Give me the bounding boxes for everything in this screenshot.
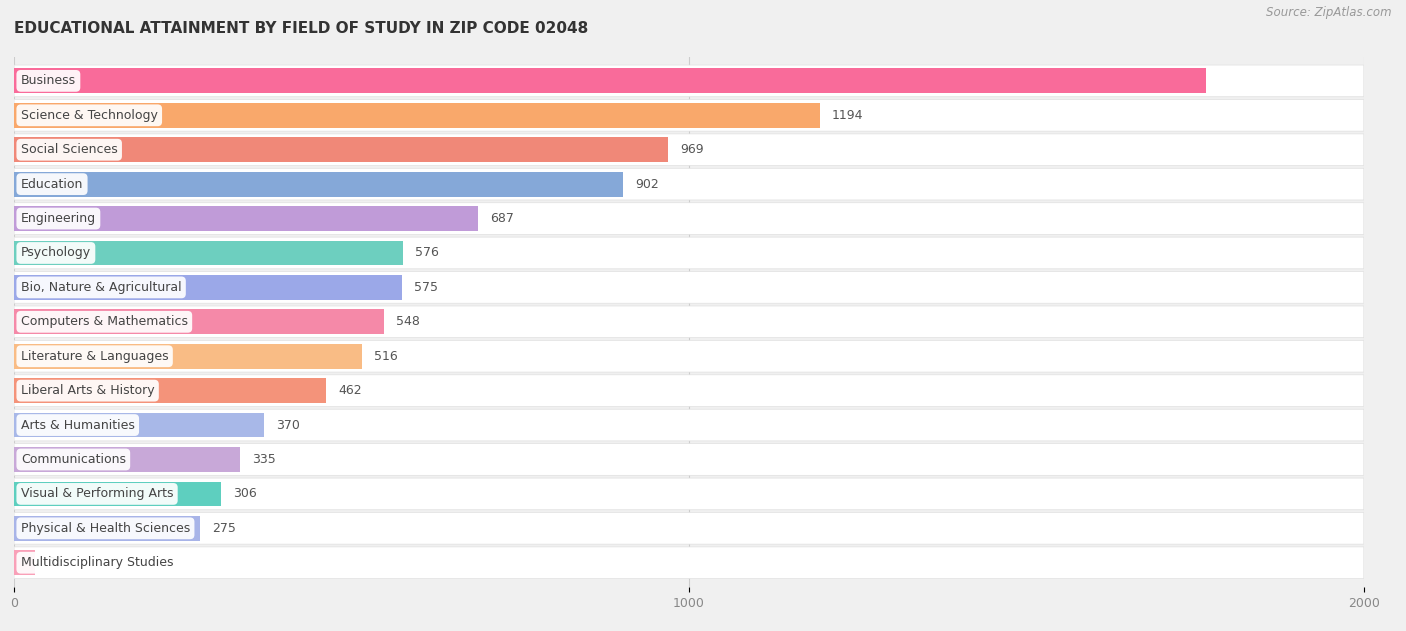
Bar [14,516,200,541]
Text: Liberal Arts & History: Liberal Arts & History [21,384,155,397]
Text: Communications: Communications [21,453,125,466]
Text: Business: Business [21,74,76,87]
Bar [14,240,402,266]
FancyBboxPatch shape [14,512,1364,544]
FancyBboxPatch shape [14,237,1364,269]
Bar [14,413,264,437]
Text: Visual & Performing Arts: Visual & Performing Arts [21,487,173,500]
Bar [14,275,402,300]
Bar [14,206,478,231]
Text: Arts & Humanities: Arts & Humanities [21,418,135,432]
Text: 548: 548 [396,316,420,328]
Text: 370: 370 [276,418,299,432]
Text: 969: 969 [681,143,704,156]
Text: 575: 575 [415,281,439,294]
Bar [14,309,384,334]
Text: Physical & Health Sciences: Physical & Health Sciences [21,522,190,535]
Text: 687: 687 [489,212,513,225]
Bar [14,344,363,369]
Text: 31: 31 [48,557,63,569]
Bar [14,103,820,127]
Text: Engineering: Engineering [21,212,96,225]
Bar [14,481,221,506]
Bar [14,69,1206,93]
Text: 1194: 1194 [832,109,863,122]
FancyBboxPatch shape [14,547,1364,579]
Text: 516: 516 [374,350,398,363]
Text: Psychology: Psychology [21,247,91,259]
FancyBboxPatch shape [14,410,1364,441]
Text: 306: 306 [233,487,256,500]
FancyBboxPatch shape [14,340,1364,372]
Text: Computers & Mathematics: Computers & Mathematics [21,316,188,328]
Text: Education: Education [21,178,83,191]
Text: Bio, Nature & Agricultural: Bio, Nature & Agricultural [21,281,181,294]
FancyBboxPatch shape [14,134,1364,165]
FancyBboxPatch shape [14,65,1364,97]
FancyBboxPatch shape [14,271,1364,304]
FancyBboxPatch shape [14,168,1364,200]
Text: Literature & Languages: Literature & Languages [21,350,169,363]
Text: Source: ZipAtlas.com: Source: ZipAtlas.com [1267,6,1392,20]
Bar [14,447,240,472]
FancyBboxPatch shape [14,375,1364,406]
Bar [14,172,623,196]
Text: 576: 576 [415,247,439,259]
Text: Science & Technology: Science & Technology [21,109,157,122]
Text: 902: 902 [636,178,658,191]
Text: 462: 462 [337,384,361,397]
FancyBboxPatch shape [14,203,1364,234]
Bar [14,138,668,162]
Text: Social Sciences: Social Sciences [21,143,118,156]
FancyBboxPatch shape [14,306,1364,338]
Text: EDUCATIONAL ATTAINMENT BY FIELD OF STUDY IN ZIP CODE 02048: EDUCATIONAL ATTAINMENT BY FIELD OF STUDY… [14,21,588,35]
FancyBboxPatch shape [14,100,1364,131]
Bar [14,378,326,403]
Text: 335: 335 [252,453,276,466]
Text: Multidisciplinary Studies: Multidisciplinary Studies [21,557,173,569]
Bar [14,550,35,575]
FancyBboxPatch shape [14,478,1364,510]
FancyBboxPatch shape [14,444,1364,475]
Text: 275: 275 [212,522,236,535]
